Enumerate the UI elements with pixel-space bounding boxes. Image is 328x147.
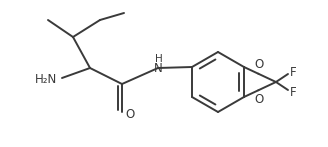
Text: H: H: [155, 54, 163, 64]
Text: N: N: [154, 61, 162, 75]
Text: F: F: [290, 86, 296, 98]
Text: O: O: [255, 58, 264, 71]
Text: H₂N: H₂N: [35, 72, 57, 86]
Text: O: O: [125, 107, 134, 121]
Text: F: F: [290, 66, 296, 78]
Text: O: O: [255, 93, 264, 106]
